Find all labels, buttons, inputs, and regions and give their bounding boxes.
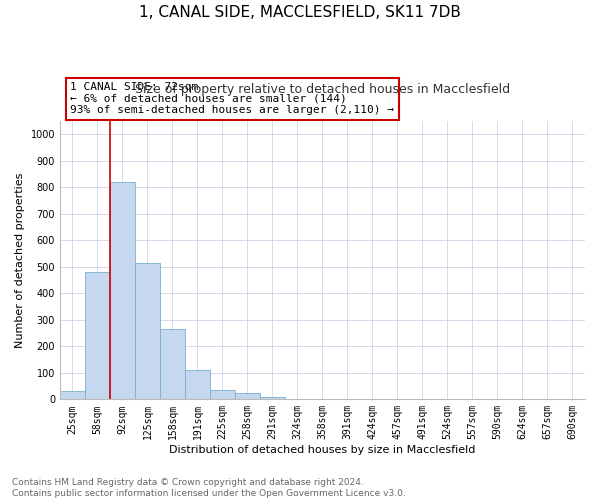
Text: 1 CANAL SIDE: 72sqm
← 6% of detached houses are smaller (144)
93% of semi-detach: 1 CANAL SIDE: 72sqm ← 6% of detached hou… (70, 82, 394, 116)
Bar (160, 329, 185, 400)
X-axis label: Distribution of detached houses by size in Macclesfield: Distribution of detached houses by size … (169, 445, 476, 455)
Text: 1, CANAL SIDE, MACCLESFIELD, SK11 7DB: 1, CANAL SIDE, MACCLESFIELD, SK11 7DB (139, 5, 461, 20)
Bar (85, 272, 110, 400)
Bar (135, 263, 160, 400)
Title: Size of property relative to detached houses in Macclesfield: Size of property relative to detached ho… (135, 83, 510, 96)
Bar (260, 396, 285, 400)
Bar (210, 390, 235, 400)
Y-axis label: Number of detached properties: Number of detached properties (15, 172, 25, 348)
Bar (110, 182, 135, 400)
Bar (60, 392, 85, 400)
Bar (235, 394, 260, 400)
Text: Contains HM Land Registry data © Crown copyright and database right 2024.
Contai: Contains HM Land Registry data © Crown c… (12, 478, 406, 498)
Bar (185, 370, 210, 400)
